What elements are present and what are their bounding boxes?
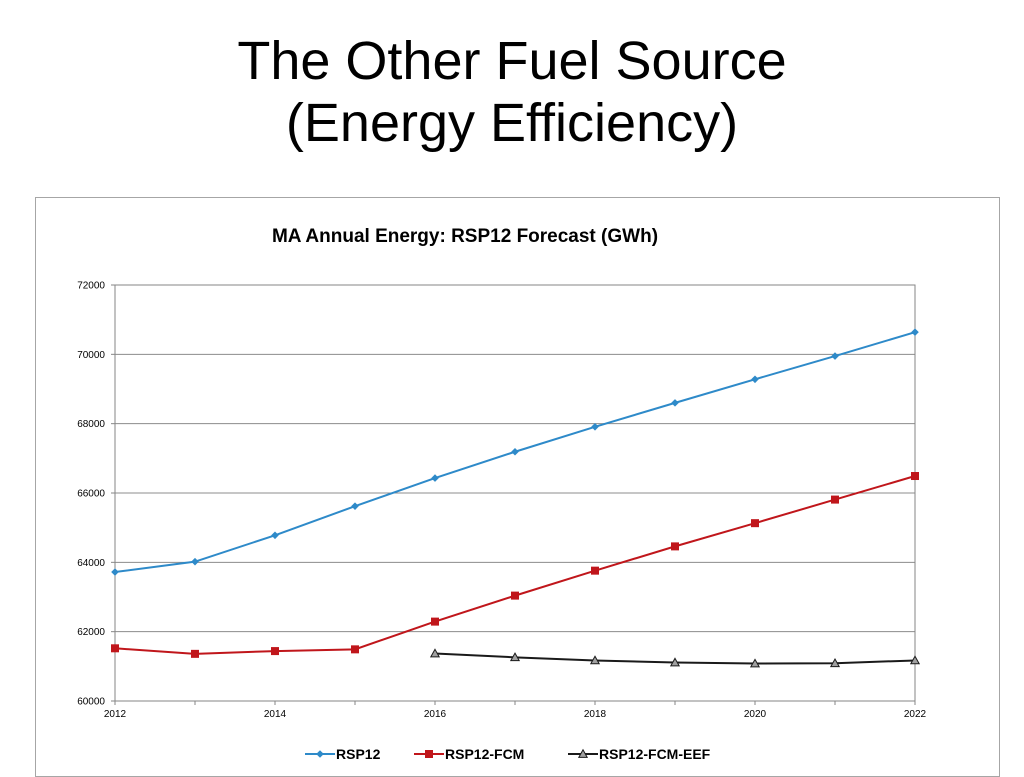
data-point bbox=[271, 647, 279, 656]
legend-item: RSP12-FCM bbox=[414, 746, 524, 762]
legend-swatch-marker bbox=[577, 748, 589, 758]
data-point bbox=[911, 472, 919, 481]
legend-swatch-marker bbox=[316, 750, 324, 758]
x-tick-label: 2012 bbox=[104, 709, 127, 720]
data-point bbox=[511, 591, 519, 600]
x-tick-label: 2014 bbox=[264, 709, 287, 720]
legend-label: RSP12-FCM bbox=[445, 746, 524, 762]
data-point bbox=[751, 519, 759, 528]
legend-label: RSP12 bbox=[336, 746, 381, 762]
data-point bbox=[671, 542, 679, 551]
chart-title: MA Annual Energy: RSP12 Forecast (GWh) bbox=[272, 226, 658, 247]
data-point bbox=[751, 375, 759, 384]
data-point bbox=[829, 657, 841, 668]
x-tick-label: 2016 bbox=[424, 709, 447, 720]
chart-frame: MA Annual Energy: RSP12 Forecast (GWh) 6… bbox=[35, 197, 1000, 777]
data-point bbox=[431, 617, 439, 626]
y-tick-label: 62000 bbox=[77, 627, 105, 638]
data-point bbox=[671, 399, 679, 407]
x-axis-ticks: 2012 2014 2016 2018 2020 2022 bbox=[104, 701, 927, 720]
chart-legend: RSP12 RSP12-FCM RSP12-FCM-EEF bbox=[305, 746, 711, 762]
chart-series bbox=[111, 328, 921, 668]
data-point bbox=[589, 655, 601, 665]
chart-gridlines bbox=[115, 353, 915, 633]
y-tick-label: 72000 bbox=[77, 281, 105, 292]
data-point bbox=[429, 648, 441, 658]
legend-item: RSP12 bbox=[305, 746, 381, 762]
y-tick-label: 70000 bbox=[77, 350, 105, 361]
data-point bbox=[351, 502, 359, 510]
data-point bbox=[591, 422, 599, 431]
x-tick-label: 2022 bbox=[904, 709, 927, 720]
line-chart: MA Annual Energy: RSP12 Forecast (GWh) 6… bbox=[77, 226, 927, 762]
data-point bbox=[431, 474, 439, 482]
y-tick-label: 60000 bbox=[77, 697, 105, 708]
y-tick-label: 64000 bbox=[77, 558, 105, 569]
data-point bbox=[111, 568, 119, 576]
data-point bbox=[749, 658, 761, 668]
series-rsp12 bbox=[111, 328, 919, 576]
series-rsp12-fcm bbox=[111, 472, 919, 658]
y-tick-label: 68000 bbox=[77, 419, 105, 430]
y-axis-ticks: 60000 62000 64000 66000 68000 70000 72000 bbox=[77, 281, 115, 708]
data-point bbox=[831, 352, 839, 360]
x-tick-label: 2020 bbox=[744, 709, 767, 720]
data-point bbox=[509, 652, 521, 662]
data-point bbox=[669, 657, 681, 667]
data-point bbox=[591, 566, 599, 575]
legend-item: RSP12-FCM-EEF bbox=[568, 746, 711, 762]
data-point bbox=[111, 644, 119, 653]
data-point bbox=[191, 649, 199, 658]
data-point bbox=[191, 557, 199, 566]
data-point bbox=[911, 328, 919, 336]
series-rsp12-fcm-eef bbox=[429, 648, 921, 668]
legend-swatch-marker bbox=[425, 750, 433, 758]
slide-title-line1: The Other Fuel Source bbox=[237, 31, 787, 91]
data-point bbox=[511, 447, 519, 456]
y-tick-label: 66000 bbox=[77, 489, 105, 500]
data-point bbox=[909, 655, 921, 665]
data-point bbox=[831, 495, 839, 504]
series-line bbox=[114, 475, 916, 655]
data-point bbox=[351, 645, 359, 654]
slide-title-line2: (Energy Efficiency) bbox=[285, 93, 739, 153]
data-point bbox=[271, 531, 279, 540]
slide-title: The Other Fuel Source (Energy Efficiency… bbox=[0, 30, 1024, 154]
x-tick-label: 2018 bbox=[584, 709, 607, 720]
legend-label: RSP12-FCM-EEF bbox=[599, 746, 711, 762]
